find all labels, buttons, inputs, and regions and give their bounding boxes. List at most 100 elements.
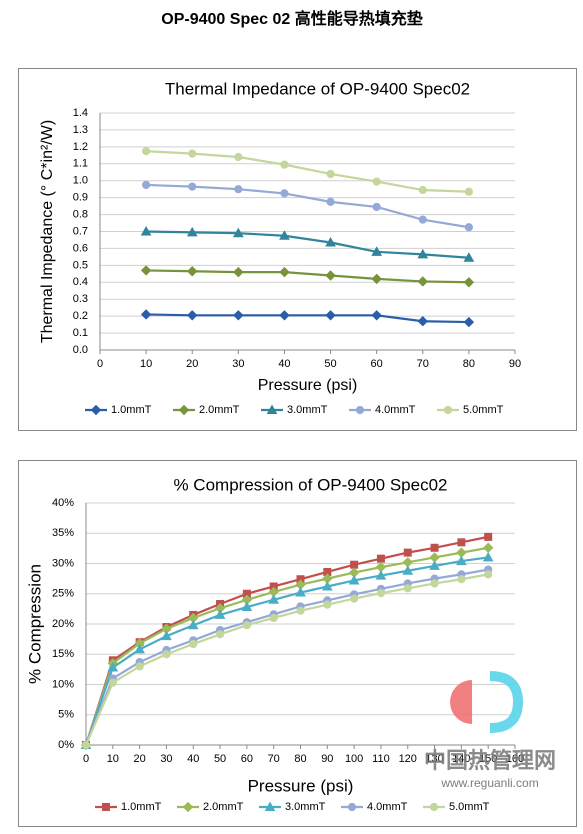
x-tick-label: 70	[268, 753, 280, 765]
y-tick-label: 35%	[52, 527, 74, 539]
x-tick-label: 60	[241, 753, 253, 765]
marker	[107, 662, 119, 672]
marker	[325, 310, 336, 321]
marker	[371, 273, 382, 285]
x-axis-label: Pressure (psi)	[258, 377, 358, 394]
x-tick-label: 130	[425, 753, 443, 765]
marker	[326, 169, 335, 179]
marker	[417, 248, 429, 259]
marker	[376, 554, 385, 563]
marker	[269, 613, 278, 623]
marker	[233, 266, 244, 278]
marker	[430, 579, 439, 588]
y-tick-label: 1.4	[73, 107, 88, 119]
y-tick-label: 25%	[52, 588, 74, 600]
y-tick-label: 0.9	[73, 192, 88, 204]
marker	[463, 277, 475, 288]
marker	[279, 230, 290, 240]
marker	[417, 316, 428, 327]
y-tick-label: 20%	[52, 618, 74, 630]
marker	[142, 146, 151, 156]
y-tick-label: 5%	[58, 709, 74, 721]
x-tick-label: 110	[372, 753, 390, 765]
marker	[187, 619, 199, 630]
marker	[134, 643, 145, 654]
series-line	[84, 568, 489, 746]
legend-marker	[347, 802, 357, 812]
x-tick-label: 40	[187, 753, 199, 765]
watermark-logo	[450, 680, 473, 725]
x-tick-label: 140	[452, 753, 470, 765]
marker	[241, 601, 253, 612]
series-line	[146, 269, 469, 284]
x-tick-label: 90	[509, 358, 521, 370]
marker	[350, 560, 359, 569]
marker	[279, 266, 290, 278]
marker	[186, 226, 198, 237]
y-tick-label: 0.3	[73, 293, 88, 305]
legend-label: 1.0mmT	[121, 801, 162, 813]
marker	[464, 223, 473, 232]
legend-label: 1.0mmT	[111, 404, 152, 416]
marker	[325, 236, 336, 247]
x-tick-label: 50	[214, 753, 226, 765]
x-tick-label: 150	[479, 753, 497, 765]
marker	[280, 160, 289, 169]
marker	[188, 149, 197, 158]
y-tick-label: 0.4	[73, 276, 88, 288]
marker	[233, 310, 244, 321]
document-title: OP-9400 Spec 02 高性能导热填充垫	[161, 9, 422, 28]
series-line	[84, 535, 489, 746]
marker	[232, 227, 244, 238]
marker	[162, 650, 171, 659]
y-tick-label: 40%	[52, 497, 74, 509]
marker	[457, 575, 466, 584]
marker	[215, 630, 225, 639]
marker	[321, 580, 333, 591]
legend-marker	[90, 404, 102, 416]
y-tick-label: 0.0	[73, 344, 88, 356]
y-tick-label: 1.3	[73, 124, 88, 136]
marker	[142, 180, 151, 190]
marker	[464, 187, 473, 196]
legend-marker	[264, 801, 276, 811]
marker	[325, 270, 336, 281]
marker	[326, 197, 335, 206]
x-tick-label: 40	[278, 358, 290, 370]
marker	[484, 532, 493, 541]
y-tick-label: 1.1	[73, 158, 88, 170]
marker	[268, 594, 280, 604]
marker	[457, 538, 466, 547]
chart-frame	[18, 460, 577, 827]
watermark-logo	[489, 671, 524, 733]
marker	[403, 548, 412, 557]
legend-label: 2.0mmT	[203, 801, 244, 813]
legend-label: 5.0mmT	[449, 801, 490, 813]
x-tick-label: 30	[160, 753, 172, 765]
marker	[429, 560, 440, 570]
marker	[140, 225, 152, 236]
legend-marker	[102, 803, 110, 811]
legend-label: 4.0mmT	[375, 404, 416, 416]
marker	[402, 565, 414, 575]
marker	[372, 202, 381, 212]
marker	[418, 185, 427, 195]
marker	[242, 621, 251, 630]
y-tick-label: 1.2	[73, 141, 88, 153]
marker	[214, 609, 226, 619]
marker	[403, 584, 412, 593]
marker	[108, 678, 117, 687]
x-tick-label: 20	[186, 358, 198, 370]
legend-marker	[443, 405, 453, 415]
series-line	[84, 556, 489, 746]
watermark-name: 中国热管理网	[424, 748, 556, 773]
marker	[188, 182, 197, 191]
x-tick-label: 20	[134, 753, 146, 765]
y-tick-label: 0.5	[73, 259, 88, 271]
marker	[463, 252, 475, 262]
series-line	[146, 149, 469, 193]
marker	[140, 265, 152, 276]
y-tick-label: 30%	[52, 557, 74, 569]
x-tick-label: 50	[324, 358, 336, 370]
x-axis-label: Pressure (psi)	[248, 776, 354, 795]
